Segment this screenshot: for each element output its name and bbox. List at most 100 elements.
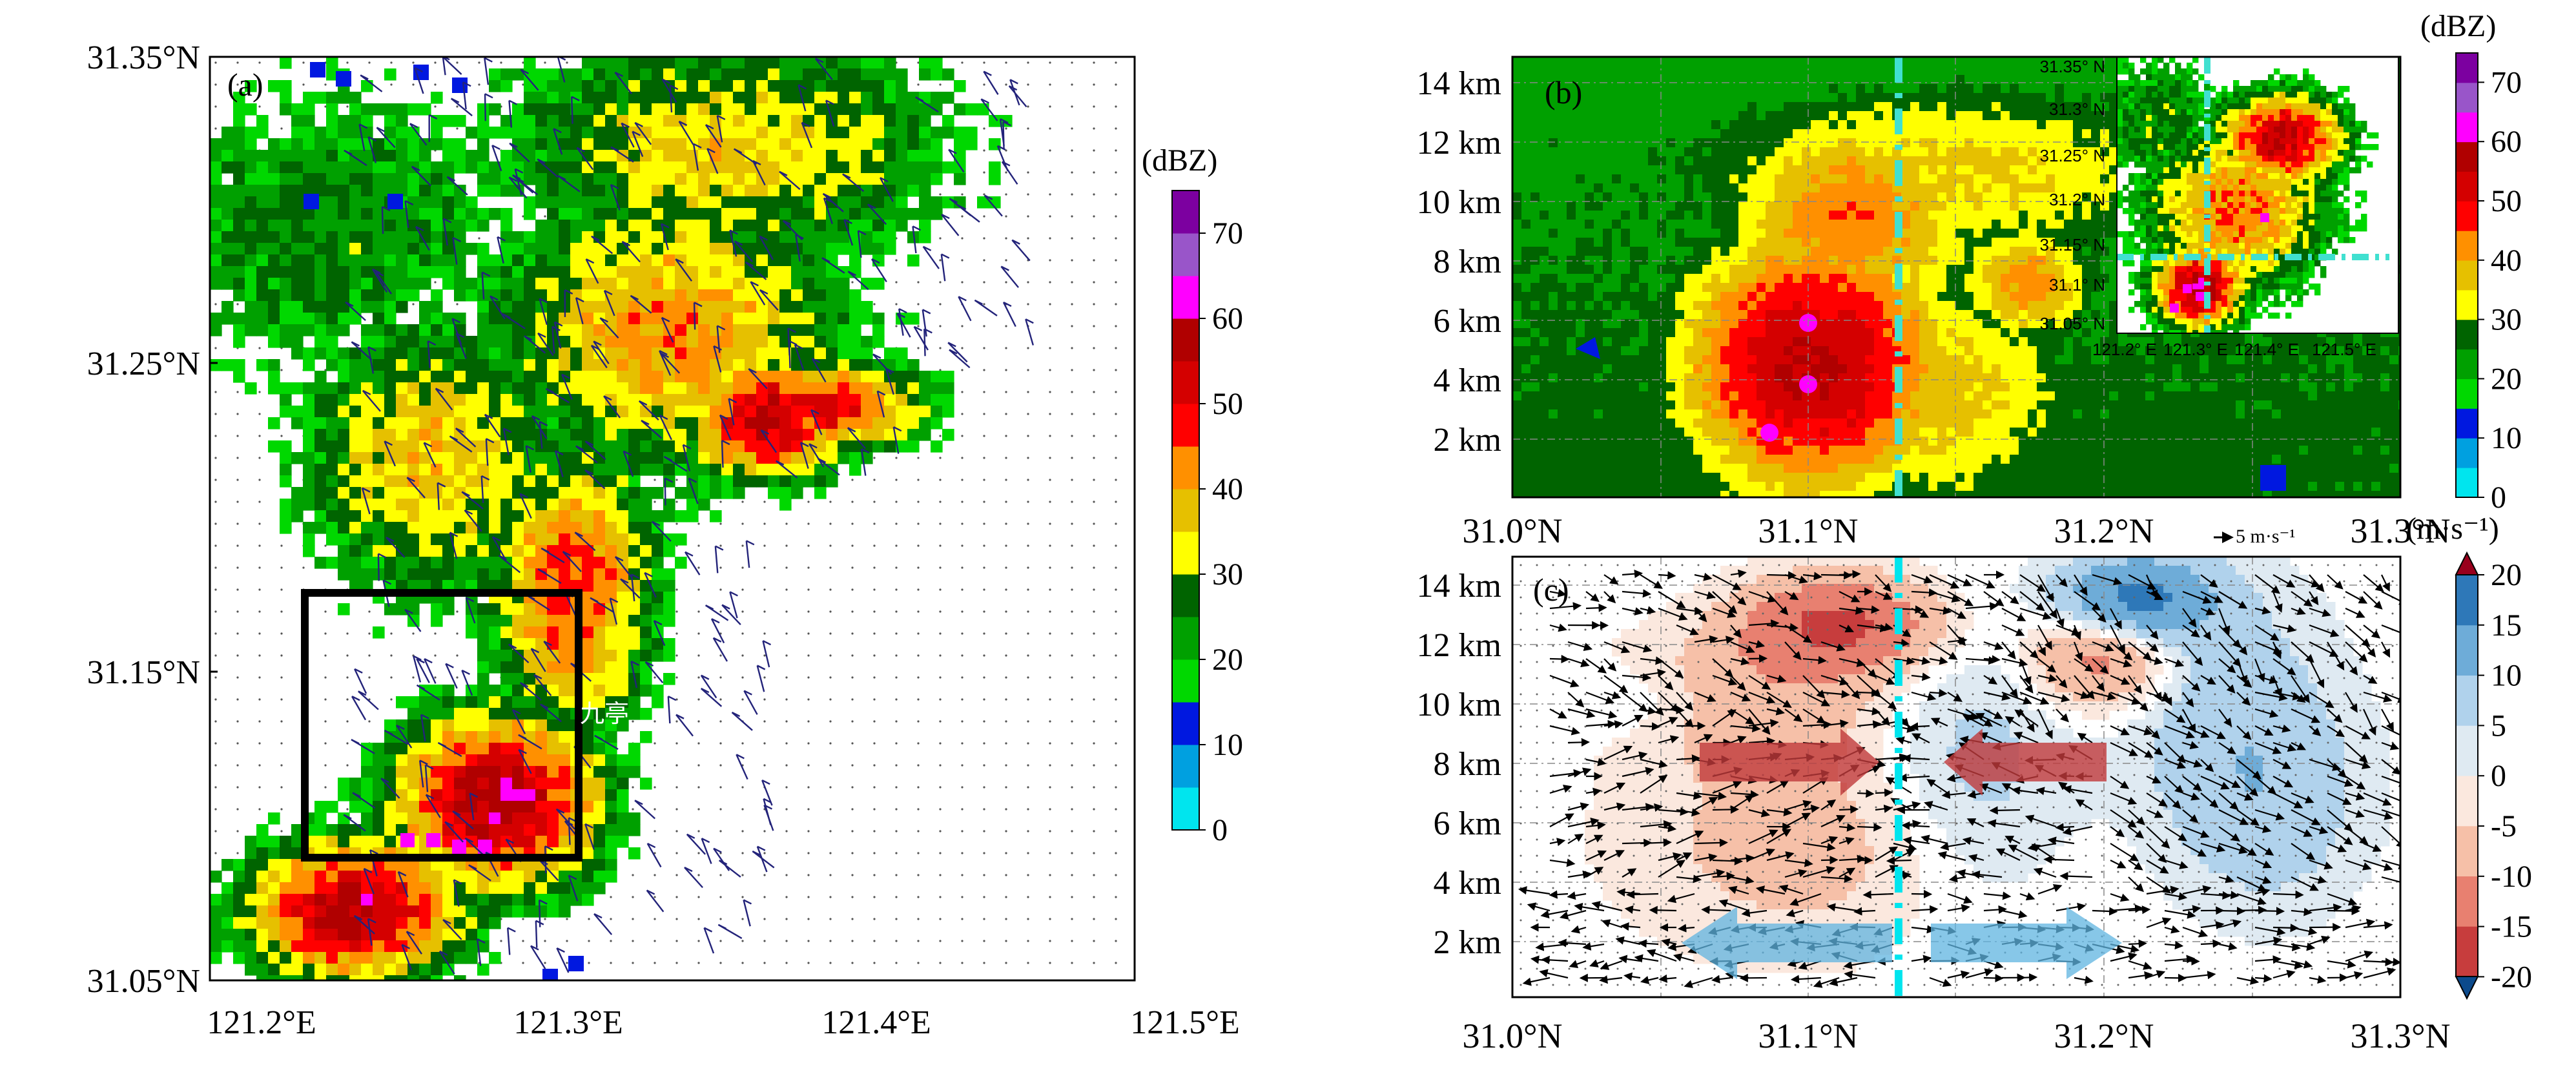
outflow-arrow-left: [1682, 907, 1892, 979]
inset-map: [2117, 57, 2398, 333]
y-tick-label: 10 km: [1417, 184, 1501, 221]
colorbar-segment: [2456, 675, 2478, 726]
colorbar-a-unit: (dBZ): [1142, 143, 1217, 178]
colorbar-segment: [1172, 659, 1199, 703]
colorbar-tick-label: 30: [1212, 557, 1243, 592]
colorbar-segment: [1172, 233, 1199, 276]
colorbar-tick-label: 0: [2491, 759, 2506, 793]
y-tick-label: 6 km: [1434, 303, 1501, 340]
colorbar-segment: [2456, 468, 2478, 498]
wind-vectors: [1518, 569, 2400, 989]
colorbar-segment: [1172, 489, 1199, 532]
colorbar-segment: [1172, 532, 1199, 575]
x-tick-label: 31.3°N: [2350, 512, 2450, 550]
panel-a-map: 九亭: [210, 57, 1135, 980]
colorbar-c: (m·s⁻¹) 20 15 10 5 0 -5 -10 -15 -20: [2406, 512, 2532, 1000]
colorbar-segment: [2456, 53, 2478, 83]
colorbar-segment: [2456, 231, 2478, 261]
inset-x-tick-label: 121.4° E: [2234, 340, 2299, 359]
inset-ticks: 31.05° N 31.1° N 31.15° N 31.2° N 31.25° N 31…: [2040, 57, 2376, 359]
colorbar-segment: [1172, 617, 1199, 660]
colorbar-tick-label: 60: [2491, 125, 2522, 159]
colorbar-tick-label: 40: [2491, 243, 2522, 278]
y-tick-label: 12 km: [1417, 125, 1501, 161]
colorbar-tick-label: 20: [2491, 558, 2522, 592]
inset-y-tick-label: 31.15° N: [2040, 235, 2105, 254]
x-tick-label: 31.1°N: [1758, 512, 1858, 550]
colorbar-tick-label: 5: [2491, 708, 2506, 743]
panel-a-label: (a): [227, 67, 263, 103]
colorbar-segment: [1172, 446, 1199, 490]
inset-y-tick-label: 31.25° N: [2040, 146, 2105, 165]
outflow-arrow-right: [1931, 907, 2122, 979]
x-tick-label: 31.0°N: [1462, 1017, 1562, 1055]
colorbar-segment: [2456, 260, 2478, 291]
colorbar-tick-label: 30: [2491, 303, 2522, 337]
inset-y-tick-label: 31.3° N: [2049, 99, 2105, 119]
colorbar-segment: [2456, 319, 2478, 350]
panel-c-label: (c): [1533, 572, 1569, 608]
wind-barbs: [343, 57, 1035, 975]
panel-a-frame: [209, 56, 1136, 982]
study-area-box: [301, 589, 582, 862]
panel-b-y-ticks: 2 km 4 km 6 km 8 km 10 km 12 km 14 km: [1417, 65, 1501, 459]
y-tick-label: 8 km: [1434, 243, 1501, 280]
x-tick-label: 121.2°E: [207, 1004, 316, 1041]
panel-b-frame: [1511, 56, 2402, 499]
y-tick-label: 4 km: [1434, 362, 1501, 399]
panel-b-cross-section: 31.05° N 31.1° N 31.15° N 31.2° N 31.25° N 31…: [1512, 57, 2400, 497]
colorbar-segment: [1172, 361, 1199, 404]
y-tick-label: 4 km: [1434, 865, 1501, 902]
y-tick-label: 6 km: [1434, 805, 1501, 842]
y-tick-label: 31.05°N: [87, 963, 200, 1000]
reflectivity-field: [210, 57, 1013, 980]
colorbar-tick-label: 50: [2491, 184, 2522, 218]
reflectivity-cross-section: [1512, 57, 2400, 497]
colorbar-segment: [2456, 876, 2478, 927]
x-tick-label: 31.3°N: [2350, 1017, 2450, 1055]
reference-vector-label: 5 m·s⁻¹: [2236, 526, 2295, 547]
colorbar-a: (dBZ) 0 10 20 30 40 50 60 70: [1142, 143, 1243, 847]
panel-c-x-ticks: 31.0°N 31.1°N 31.2°N 31.3°N: [1462, 1017, 2450, 1055]
x-tick-label: 121.4°E: [821, 1004, 931, 1041]
colorbar-segment: [2456, 378, 2478, 409]
inflow-arrow-left: [1700, 728, 1879, 796]
y-tick-label: 8 km: [1434, 746, 1501, 783]
colorbar-segment: [2456, 112, 2478, 143]
panel-b-x-ticks: 31.0°N 31.1°N 31.2°N 31.3°N: [1462, 512, 2450, 550]
panel-a-y-ticks: 31.05°N 31.15°N 31.25°N 31.35°N: [87, 39, 218, 1000]
y-tick-label: 12 km: [1417, 627, 1501, 664]
colorbar-segment: [2456, 625, 2478, 676]
colorbar-tick-label: 10: [2491, 659, 2522, 693]
colorbar-tick-label: -20: [2491, 960, 2532, 994]
colorbar-segment: [1172, 574, 1199, 617]
inset-x-tick-label: 121.5° E: [2312, 340, 2376, 359]
y-tick-label: 2 km: [1434, 924, 1501, 961]
colorbar-b: (dBZ) 0 10 20 30 40 50 60 70: [2420, 9, 2522, 515]
colorbar-segment: [2456, 825, 2478, 876]
inset-y-tick-label: 31.05° N: [2040, 314, 2105, 333]
inflow-arrow-right: [1944, 728, 2107, 796]
y-tick-label: 31.25°N: [87, 346, 200, 382]
y-tick-label: 31.35°N: [87, 39, 200, 76]
x-tick-label: 31.0°N: [1462, 512, 1562, 550]
colorbar-segment: [1172, 745, 1199, 788]
colorbar-segment: [2456, 289, 2478, 320]
colorbar-tick-label: 70: [2491, 65, 2522, 99]
panel-a: 九亭 (a) 31.05°N 31.15°N 31.25°N 31.35°N 121.…: [87, 39, 1240, 1041]
x-tick-label: 31.1°N: [1758, 1017, 1858, 1055]
colorbar-segment: [2456, 575, 2478, 626]
y-tick-label: 31.15°N: [87, 654, 200, 691]
colorbar-segment: [1172, 276, 1199, 319]
y-tick-label: 14 km: [1417, 65, 1501, 102]
colorbar-segment: [1172, 404, 1199, 447]
y-tick-label: 10 km: [1417, 687, 1501, 723]
colorbar-b-unit: (dBZ): [2420, 9, 2496, 43]
colorbar-segment: [2456, 725, 2478, 776]
y-tick-label: 2 km: [1434, 422, 1501, 459]
colorbar-tick-label: 50: [1212, 387, 1243, 421]
x-tick-label: 31.2°N: [2054, 512, 2154, 550]
panel-b-label: (b): [1545, 74, 1582, 110]
inset-x-tick-label: 121.2° E: [2092, 340, 2157, 359]
place-label: 九亭: [580, 701, 629, 728]
